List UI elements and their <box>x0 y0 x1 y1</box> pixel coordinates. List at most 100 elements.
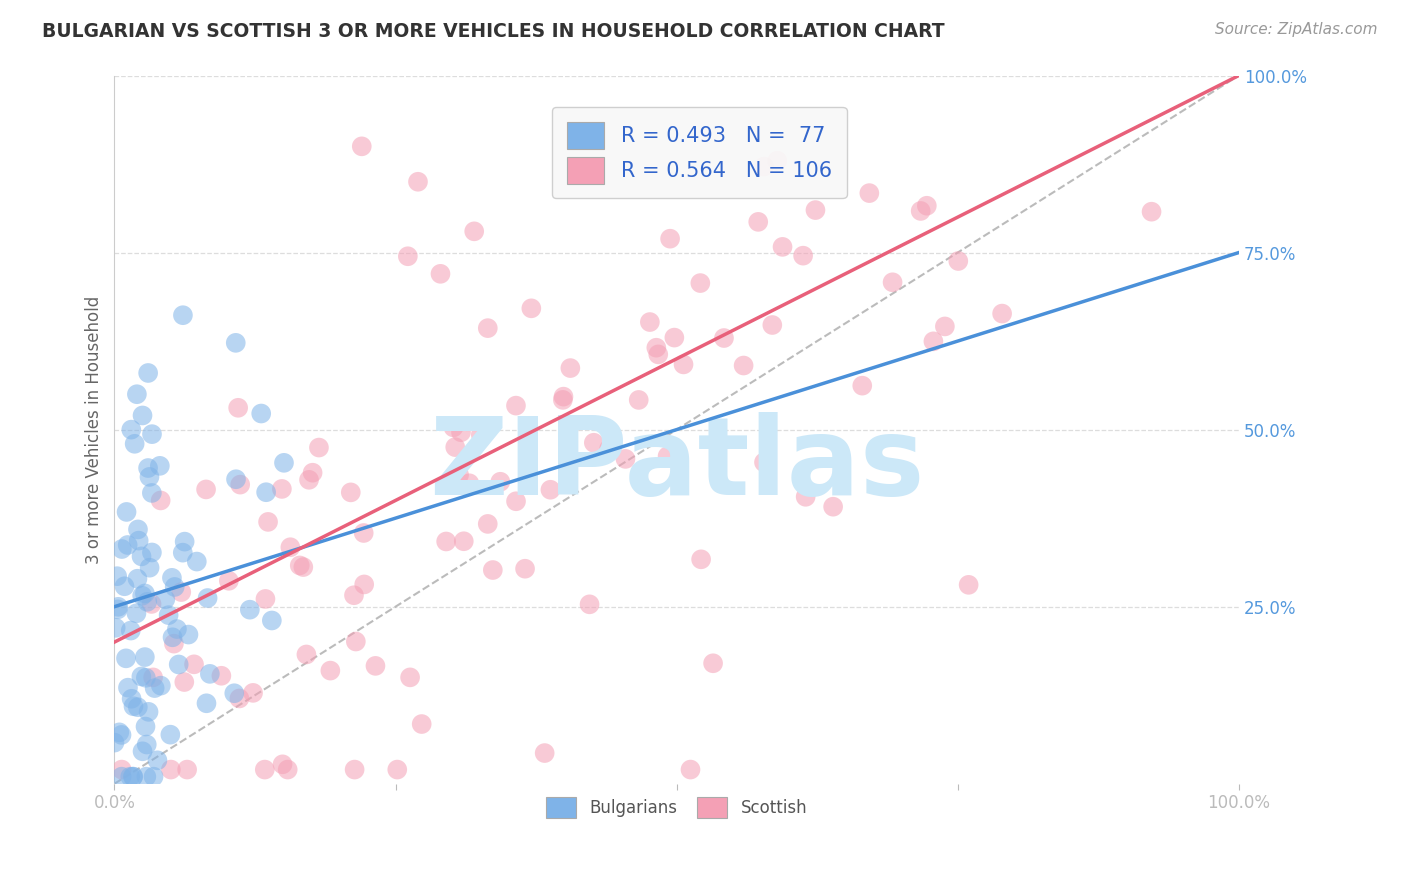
Point <box>138 470 160 484</box>
Y-axis label: 3 or more Vehicles in Household: 3 or more Vehicles in Household <box>86 295 103 564</box>
Point <box>444 440 467 454</box>
Point <box>851 378 873 392</box>
Text: Source: ZipAtlas.com: Source: ZipAtlas.com <box>1215 22 1378 37</box>
Point <box>672 358 695 372</box>
Point <box>173 534 195 549</box>
Point <box>489 475 512 489</box>
Point <box>702 657 724 671</box>
Point <box>134 586 156 600</box>
Point <box>257 515 280 529</box>
Point <box>647 347 669 361</box>
Point <box>209 669 232 683</box>
Point <box>934 319 956 334</box>
Point <box>411 717 433 731</box>
Point <box>135 738 157 752</box>
Point <box>138 705 160 719</box>
Point <box>162 630 184 644</box>
Point <box>664 330 686 344</box>
Point <box>627 392 650 407</box>
Point <box>910 203 932 218</box>
Point <box>823 500 845 514</box>
Point <box>271 757 294 772</box>
Point <box>111 542 134 557</box>
Point <box>733 359 755 373</box>
Point <box>295 648 318 662</box>
Point <box>138 560 160 574</box>
Point <box>477 516 499 531</box>
Text: BULGARIAN VS SCOTTISH 3 OR MORE VEHICLES IN HOUSEHOLD CORRELATION CHART: BULGARIAN VS SCOTTISH 3 OR MORE VEHICLES… <box>42 22 945 41</box>
Point <box>470 427 492 442</box>
Point <box>176 763 198 777</box>
Point <box>218 574 240 588</box>
Point <box>141 486 163 500</box>
Point <box>273 456 295 470</box>
Point <box>173 675 195 690</box>
Point <box>957 578 980 592</box>
Point <box>752 160 775 174</box>
Point <box>308 441 330 455</box>
Point <box>225 335 247 350</box>
Point <box>858 186 880 200</box>
Point <box>124 437 146 451</box>
Point <box>353 526 375 541</box>
Point <box>183 657 205 672</box>
Point <box>761 318 783 332</box>
Point <box>160 571 183 585</box>
Point <box>638 315 661 329</box>
Point <box>260 614 283 628</box>
Point <box>103 736 125 750</box>
Point <box>143 681 166 695</box>
Point <box>131 589 153 603</box>
Point <box>882 275 904 289</box>
Point <box>134 650 156 665</box>
Point <box>353 577 375 591</box>
Point <box>115 651 138 665</box>
Point <box>239 603 262 617</box>
Point <box>110 728 132 742</box>
Point <box>292 560 315 574</box>
Point <box>125 387 148 401</box>
Point <box>948 254 970 268</box>
Point <box>125 607 148 621</box>
Point <box>578 597 600 611</box>
Point <box>142 670 165 684</box>
Point <box>195 483 218 497</box>
Point <box>298 473 321 487</box>
Point <box>122 770 145 784</box>
Point <box>172 546 194 560</box>
Point <box>149 493 172 508</box>
Point <box>120 770 142 784</box>
Point <box>991 307 1014 321</box>
Point <box>225 472 247 486</box>
Point <box>141 427 163 442</box>
Point <box>659 232 682 246</box>
Legend: Bulgarians, Scottish: Bulgarians, Scottish <box>540 790 814 825</box>
Point <box>434 534 457 549</box>
Point <box>551 392 574 407</box>
Point <box>482 563 505 577</box>
Point <box>146 753 169 767</box>
Point <box>387 763 409 777</box>
Point <box>533 746 555 760</box>
Point <box>344 634 367 648</box>
Point <box>343 588 366 602</box>
Point <box>131 669 153 683</box>
Point <box>690 552 713 566</box>
Point <box>226 401 249 415</box>
Point <box>108 725 131 739</box>
Point <box>915 199 938 213</box>
Point <box>163 637 186 651</box>
Point <box>343 763 366 777</box>
Point <box>270 482 292 496</box>
Point <box>127 572 149 586</box>
Point <box>136 595 159 609</box>
Point <box>396 249 419 263</box>
Point <box>160 763 183 777</box>
Point <box>229 477 252 491</box>
Point <box>135 671 157 685</box>
Point <box>141 545 163 559</box>
Point <box>117 681 139 695</box>
Point <box>195 696 218 710</box>
Point <box>250 407 273 421</box>
Point <box>614 451 637 466</box>
